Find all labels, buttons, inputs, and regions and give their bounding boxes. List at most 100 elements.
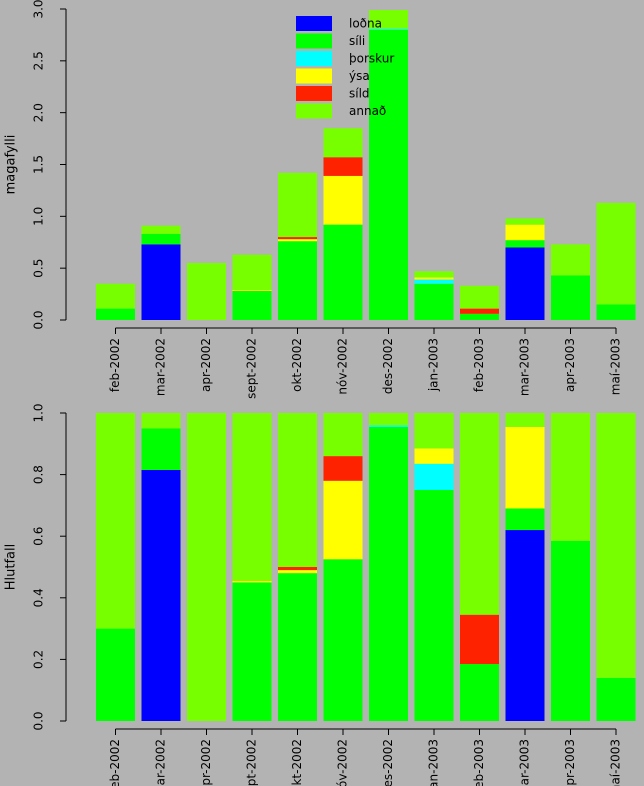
legend-swatch-2 <box>296 51 332 66</box>
bar-segment-6-1 <box>369 29 408 320</box>
bar-segment-1-1 <box>141 233 181 245</box>
y-tick-label: 0.6 <box>32 527 46 546</box>
legend-swatch-5 <box>296 103 332 119</box>
bar-segment-2-5 <box>187 413 226 721</box>
bar-segment-9-1 <box>505 508 545 531</box>
bar-segment-5-1 <box>323 224 363 320</box>
legend-label-3: ýsa <box>349 69 370 83</box>
bar-segment-10-5 <box>551 413 590 541</box>
bar-segment-5-1 <box>323 559 363 721</box>
y-axis-title: magafylli <box>4 135 19 195</box>
x-tick-label: feb-2002 <box>108 338 122 392</box>
bar-segment-9-1 <box>505 240 545 248</box>
bar-segment-4-5 <box>278 172 317 238</box>
bar-segment-5-4 <box>323 456 363 481</box>
y-tick-label: 0.0 <box>32 711 46 730</box>
y-tick-label: 1.0 <box>32 207 46 226</box>
bar-segment-3-5 <box>232 413 272 581</box>
bar-segment-9-0 <box>505 247 545 320</box>
x-tick-label: okt-2002 <box>290 739 304 786</box>
bar-segment-6-2 <box>369 28 408 30</box>
bar-segment-7-5 <box>414 271 454 278</box>
bar-segment-9-5 <box>505 413 545 427</box>
bar-segment-10-1 <box>551 540 590 721</box>
bar-segment-1-5 <box>141 225 181 234</box>
bar-segment-8-5 <box>460 413 499 615</box>
y-tick-label: 0.2 <box>32 650 46 669</box>
y-tick-label: 2.0 <box>32 103 46 122</box>
y-tick-label: 1.5 <box>32 155 46 174</box>
x-tick-label: feb-2002 <box>108 739 122 786</box>
x-tick-label: apr-2002 <box>199 338 213 392</box>
x-tick-label: sept-2002 <box>245 338 259 399</box>
bar-segment-2-5 <box>187 262 226 320</box>
x-tick-label: feb-2003 <box>472 739 486 786</box>
bar-segment-4-3 <box>278 239 317 242</box>
bar-segment-9-3 <box>505 426 545 509</box>
y-tick-label: 1.0 <box>32 403 46 422</box>
bar-segment-10-1 <box>551 275 590 320</box>
bar-segment-7-1 <box>414 490 454 721</box>
bar-segment-8-4 <box>460 308 499 314</box>
y-tick-label: 0.0 <box>32 310 46 329</box>
y-tick-label: 0.4 <box>32 588 46 607</box>
x-tick-label: mar-2002 <box>154 338 168 396</box>
x-tick-label: feb-2003 <box>472 338 486 392</box>
bar-segment-7-1 <box>414 283 454 320</box>
legend: loðna síli þorskur ýsa síld annað <box>296 16 394 119</box>
bar-segment-11-5 <box>596 413 636 678</box>
bar-segment-3-5 <box>232 254 272 290</box>
bar-segment-3-3 <box>232 580 272 583</box>
legend-swatch-0 <box>296 16 332 31</box>
bar-segment-1-1 <box>141 428 181 470</box>
bar-segment-11-1 <box>596 304 636 320</box>
legend-label-0: loðna <box>349 17 382 31</box>
panel-proportion: 0.0 0.2 0.4 0.6 0.8 1.0 Hlutfall feb-2002 mar-20… <box>4 403 636 786</box>
bar-segment-0-5 <box>96 283 135 309</box>
bar-segment-6-2 <box>369 425 408 427</box>
y-axis-title: Hlutfall <box>4 544 19 591</box>
x-tick-label: okt-2002 <box>290 338 304 392</box>
bar-segment-4-3 <box>278 570 317 574</box>
bar-segment-1-0 <box>141 469 181 721</box>
legend-label-2: þorskur <box>349 52 394 66</box>
bar-segment-0-5 <box>96 413 135 629</box>
bar-segment-0-1 <box>96 628 135 721</box>
bar-segment-7-5 <box>414 413 454 449</box>
bar-segment-9-5 <box>505 218 545 225</box>
x-tick-label: sept-2002 <box>245 739 259 786</box>
legend-swatch-1 <box>296 33 332 49</box>
x-tick-label: mar-2003 <box>518 338 532 396</box>
legend-swatch-3 <box>296 68 332 84</box>
x-tick-label: nóv-2002 <box>336 739 350 786</box>
bar-segment-5-5 <box>323 128 363 158</box>
x-tick-label: jan-2003 <box>427 739 441 786</box>
legend-label-1: síli <box>349 34 365 48</box>
bar-segment-3-1 <box>232 290 272 320</box>
legend-label-4: síld <box>349 87 370 101</box>
y-tick-label: 0.8 <box>32 465 46 484</box>
x-tick-label: nóv-2002 <box>336 338 350 395</box>
x-tick-label: apr-2003 <box>563 739 577 786</box>
x-tick-label: des-2002 <box>381 739 395 786</box>
bar-segment-4-1 <box>278 573 317 721</box>
bar-segment-6-5 <box>369 413 408 426</box>
bar-segment-3-3 <box>232 289 272 291</box>
bar-segment-8-1 <box>460 664 499 721</box>
bar-segment-6-1 <box>369 426 408 721</box>
y-tick-label: 2.5 <box>32 51 46 70</box>
bar-segment-7-2 <box>414 279 454 284</box>
y-tick-label: 0.5 <box>32 259 46 278</box>
x-tick-label: des-2002 <box>381 338 395 394</box>
bar-segment-3-1 <box>232 582 272 721</box>
bar-segment-9-0 <box>505 530 545 721</box>
x-tick-label: maí-2003 <box>609 338 623 395</box>
bar-segment-5-3 <box>323 480 363 560</box>
bar-segment-4-4 <box>278 237 317 240</box>
legend-label-5: annað <box>349 104 386 118</box>
bar-segment-9-3 <box>505 224 545 241</box>
bar-segment-7-3 <box>414 277 454 280</box>
y-tick-label: 3.0 <box>32 0 46 19</box>
bar-segment-5-3 <box>323 175 363 225</box>
bar-segment-0-1 <box>96 308 135 320</box>
